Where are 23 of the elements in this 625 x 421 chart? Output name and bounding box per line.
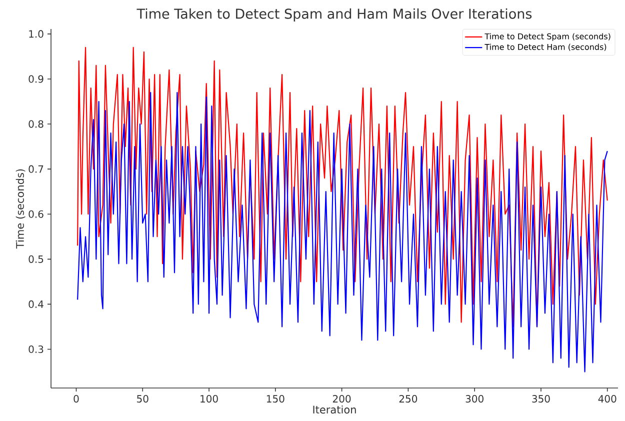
x-axis-title: Iteration (313, 405, 356, 414)
x-tick-label: 300 (466, 395, 484, 403)
y-tick-label: 0.4 (28, 300, 44, 308)
x-tick-label: 350 (532, 395, 550, 403)
legend-label: Time to Detect Ham (seconds) (484, 44, 606, 51)
y-tick-label: 0.9 (28, 75, 44, 83)
legend-label: Time to Detect Spam (seconds) (484, 33, 610, 41)
x-tick-label: 400 (598, 395, 616, 403)
x-tick-label: 100 (200, 395, 218, 403)
x-tick-label: 0 (74, 395, 79, 403)
line-series (77, 92, 608, 372)
y-tick-label: 0.6 (28, 210, 44, 218)
y-tick-label: 0.5 (28, 255, 44, 263)
y-axis-title: Time (seconds) (16, 169, 26, 249)
y-tick-label: 0.8 (28, 120, 44, 128)
chart-title: Time Taken to Detect Spam and Ham Mails Over Iterations (136, 8, 532, 22)
x-tick-label: 200 (332, 395, 351, 403)
x-tick-label: 50 (137, 395, 148, 403)
x-tick-label: 150 (266, 395, 284, 403)
x-tick-label: 250 (399, 395, 418, 403)
y-tick-label: 1.0 (29, 30, 44, 38)
y-tick-label: 0.3 (28, 345, 44, 354)
y-tick-label: 0.7 (28, 165, 44, 173)
